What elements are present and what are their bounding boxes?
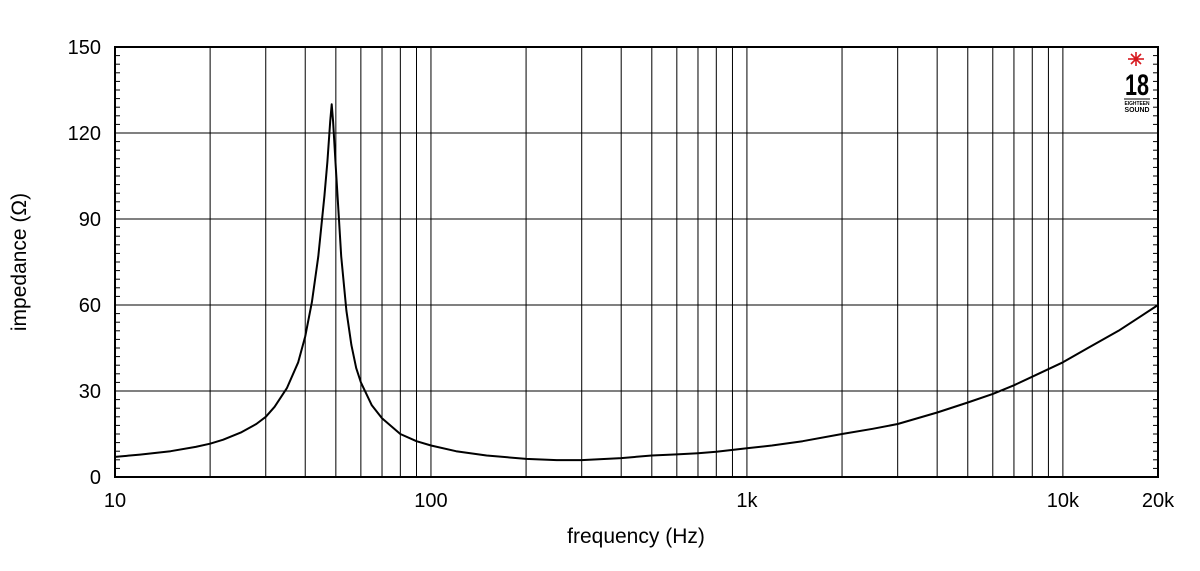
logo-line2: SOUND xyxy=(1125,107,1150,114)
y-axis-title: impedance (Ω) xyxy=(8,193,31,331)
y-tick-label: 0 xyxy=(90,467,101,489)
x-tick-label: 20k xyxy=(1142,490,1175,512)
impedance-curve xyxy=(114,103,1159,462)
y-tick-label: 150 xyxy=(68,37,101,59)
grid xyxy=(114,46,1159,478)
star-icon xyxy=(1128,52,1144,66)
x-tick-label: 1k xyxy=(736,490,758,512)
logo-number: 18 xyxy=(1125,69,1149,102)
y-tick-label: 90 xyxy=(79,209,101,231)
x-tick-label: 100 xyxy=(414,490,447,512)
y-tick-label: 120 xyxy=(68,123,101,145)
x-tick-labels: 10 100 1k 10k 20k xyxy=(104,490,1175,512)
y-tick-label: 30 xyxy=(79,381,101,403)
y-tick-labels: 0 30 60 90 120 150 xyxy=(68,37,101,489)
y-tick-label: 60 xyxy=(79,295,101,317)
x-tick-label: 10 xyxy=(104,490,126,512)
brand-logo: 18 EIGHTEEN SOUND xyxy=(1124,52,1150,114)
x-tick-label: 10k xyxy=(1047,490,1080,512)
x-axis-title: frequency (Hz) xyxy=(567,525,705,548)
minor-ticks xyxy=(115,46,1158,478)
logo-line1: EIGHTEEN xyxy=(1125,101,1150,107)
plot-frame xyxy=(114,46,1159,478)
